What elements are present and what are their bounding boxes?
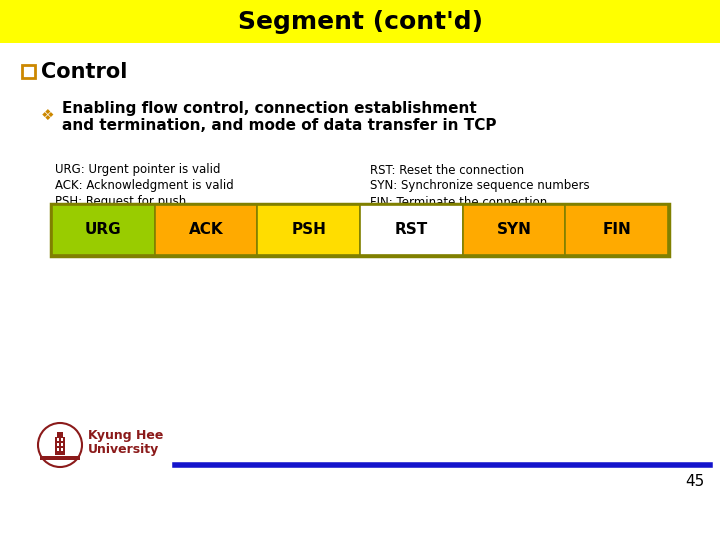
Text: FIN: FIN xyxy=(603,222,631,238)
Circle shape xyxy=(38,423,82,467)
Text: URG: Urgent pointer is valid: URG: Urgent pointer is valid xyxy=(55,164,220,177)
Bar xyxy=(52,205,155,255)
Bar xyxy=(57,432,63,437)
Text: Enabling flow control, connection establishment: Enabling flow control, connection establ… xyxy=(62,100,477,116)
Bar xyxy=(55,437,65,455)
Text: PSH: PSH xyxy=(291,222,326,238)
Bar xyxy=(61,443,63,446)
Text: Segment (cont'd): Segment (cont'd) xyxy=(238,10,482,34)
Text: Kyung Hee: Kyung Hee xyxy=(88,429,163,442)
Bar xyxy=(61,448,63,451)
Text: ACK: ACK xyxy=(189,222,223,238)
Text: SYN: SYN xyxy=(497,222,531,238)
Text: FIN: Terminate the connection: FIN: Terminate the connection xyxy=(370,195,547,208)
Text: and termination, and mode of data transfer in TCP: and termination, and mode of data transf… xyxy=(62,118,497,132)
Text: URG: URG xyxy=(85,222,122,238)
Text: 45: 45 xyxy=(685,475,705,489)
Bar xyxy=(0,0,720,43)
Bar xyxy=(40,456,80,460)
Bar xyxy=(155,205,257,255)
Text: ❖: ❖ xyxy=(41,107,55,123)
Text: Control: Control xyxy=(41,62,127,82)
Text: ACK: Acknowledgment is valid: ACK: Acknowledgment is valid xyxy=(55,179,234,192)
Bar xyxy=(463,205,565,255)
Text: RST: RST xyxy=(395,222,428,238)
Text: University: University xyxy=(88,443,159,456)
Bar xyxy=(61,438,63,441)
Bar xyxy=(57,438,59,441)
Bar xyxy=(51,204,669,256)
Bar xyxy=(257,205,360,255)
Bar xyxy=(360,205,463,255)
Bar xyxy=(565,205,668,255)
Text: PSH: Request for push: PSH: Request for push xyxy=(55,195,186,208)
Text: RST: Reset the connection: RST: Reset the connection xyxy=(370,164,524,177)
Bar xyxy=(22,65,35,78)
Bar xyxy=(57,443,59,446)
Bar xyxy=(57,448,59,451)
Text: SYN: Synchronize sequence numbers: SYN: Synchronize sequence numbers xyxy=(370,179,590,192)
